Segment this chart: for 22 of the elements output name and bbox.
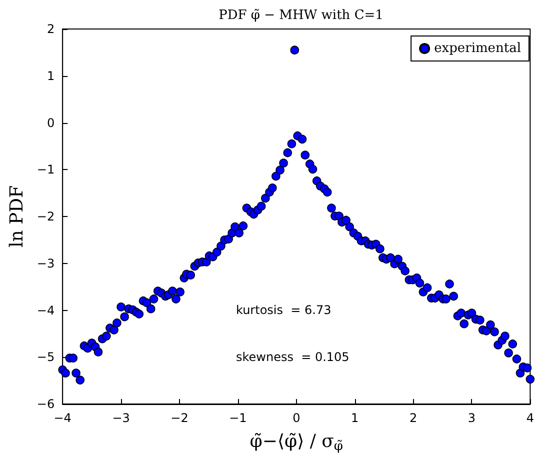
- y-tick-label: 1: [46, 68, 55, 83]
- annotation: skewness = 0.105: [236, 350, 350, 364]
- y-tick-label: 0: [46, 116, 55, 130]
- x-tick-label: 3: [468, 411, 476, 425]
- y-tick-label: −4: [36, 303, 55, 318]
- y-tick-label: −3: [36, 256, 55, 270]
- x-tick-label: −3: [112, 411, 130, 425]
- y-tick-label: −2: [36, 210, 55, 224]
- chart-title: PDF φ̃ − MHW with C=1: [218, 8, 384, 23]
- x-tick-label: 0: [292, 411, 300, 425]
- x-tick-label: 4: [526, 411, 534, 425]
- y-tick-label: −5: [36, 350, 55, 364]
- x-tick-label: −1: [229, 411, 247, 425]
- y-tick-label: 2: [46, 22, 55, 36]
- y-tick-label: −1: [36, 162, 55, 177]
- y-axis-title: ln PDF: [6, 185, 28, 248]
- y-tick-label: −6: [36, 397, 55, 411]
- x-tick-label: 2: [409, 411, 418, 425]
- x-tick-label: 1: [351, 411, 359, 425]
- x-tick-label: −2: [170, 411, 188, 425]
- legend-label: experimental: [434, 41, 521, 56]
- annotation: kurtosis = 6.73: [236, 303, 332, 317]
